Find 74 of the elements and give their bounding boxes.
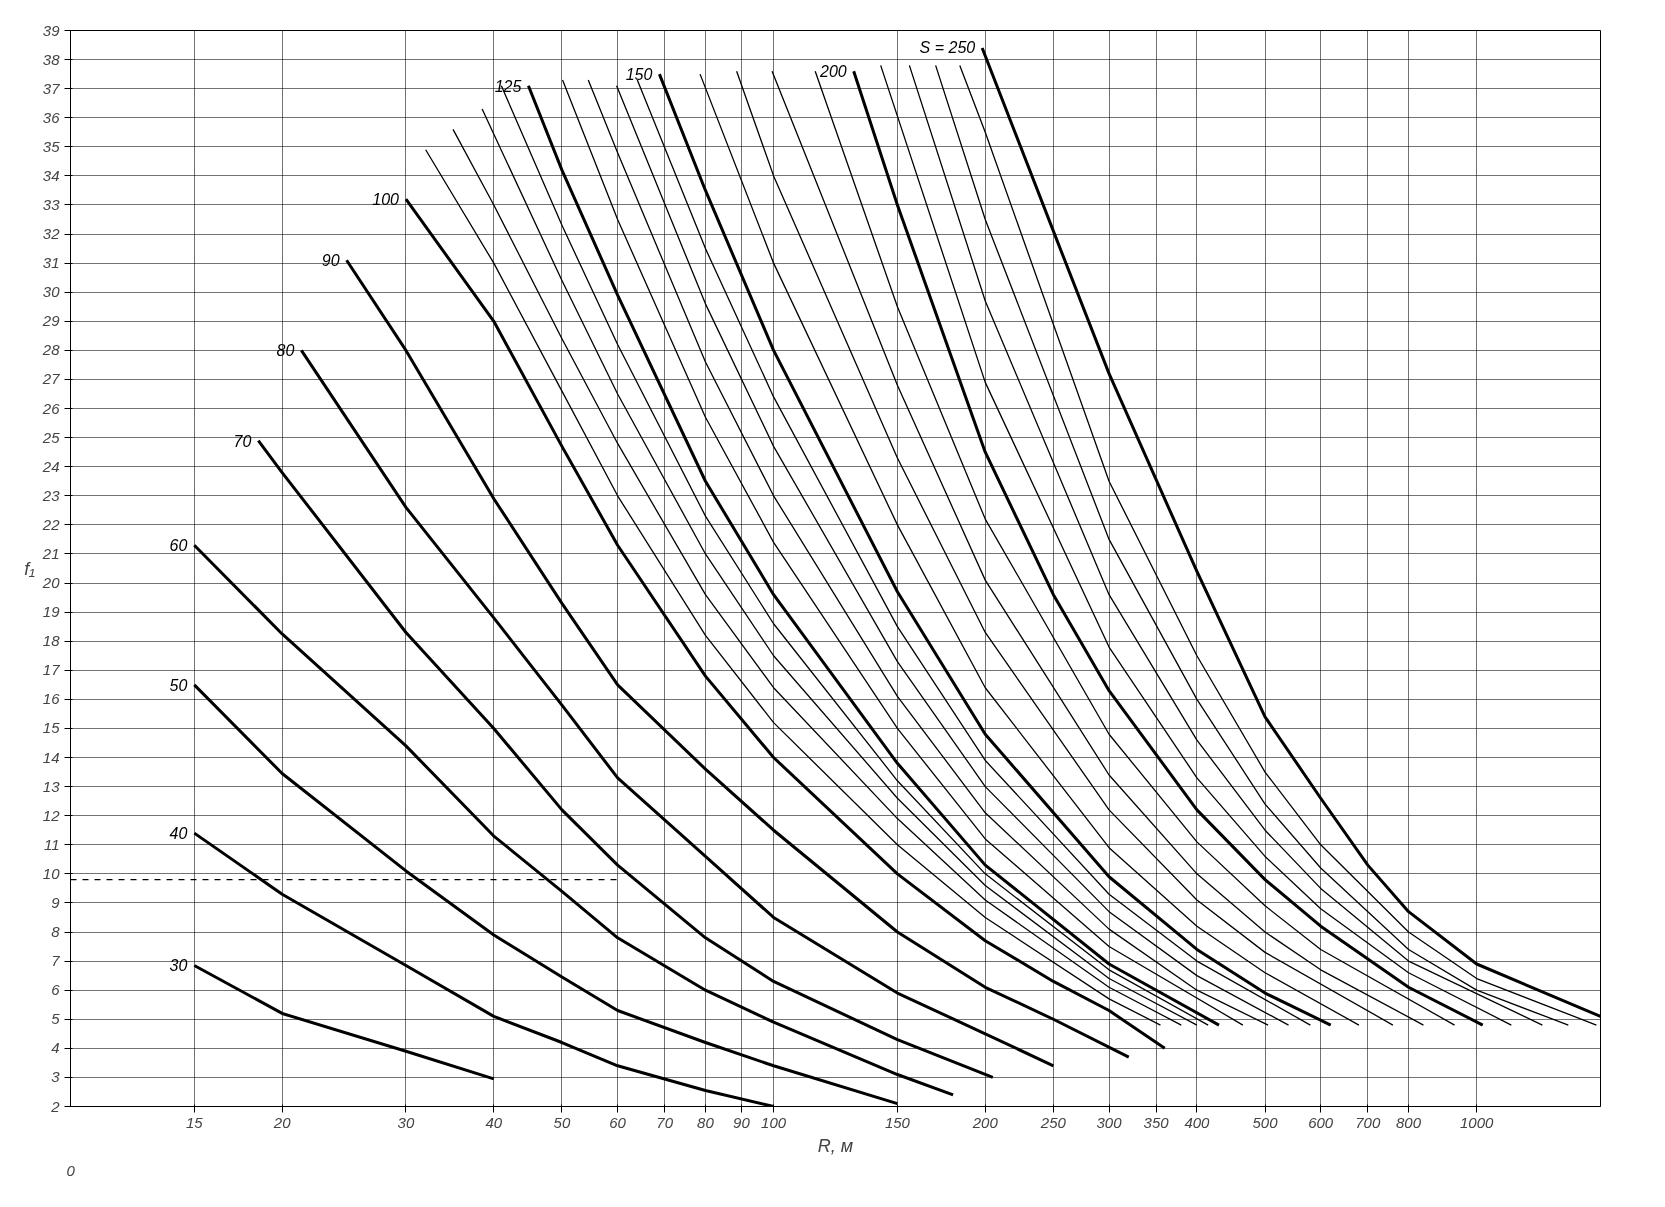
- y-tick-label: 5: [51, 1010, 61, 1028]
- y-tick-label: 2: [50, 1097, 61, 1115]
- y-tick-label: 6: [51, 981, 61, 999]
- y-tick-label: 35: [42, 137, 61, 155]
- x-tick-label: 100: [761, 1113, 787, 1131]
- series-label: 150: [625, 66, 653, 84]
- series-label: 125: [494, 77, 522, 95]
- x-tick-label: 70: [656, 1113, 674, 1131]
- x-tick-label: 90: [733, 1113, 751, 1131]
- series-label: 40: [169, 825, 188, 843]
- x-tick-label: 60: [609, 1113, 627, 1131]
- x-tick-label: 200: [971, 1113, 999, 1131]
- x-tick-label: 500: [1252, 1113, 1279, 1131]
- y-tick-label: 15: [42, 719, 61, 737]
- y-tick-label: 22: [41, 515, 61, 533]
- y-tick-label: 3: [51, 1068, 61, 1086]
- x-tick-label: 30: [397, 1113, 415, 1131]
- y-tick-label: 29: [41, 312, 61, 330]
- series-label: 50: [169, 676, 188, 694]
- y-tick-label: 24: [41, 457, 60, 475]
- y-tick-label: 12: [42, 806, 61, 824]
- y-tick-label: 14: [42, 748, 60, 766]
- series-label: 80: [276, 342, 295, 360]
- y-tick-label: 16: [42, 690, 61, 708]
- y-tick-label: 21: [41, 544, 60, 562]
- y-tick-label: 38: [42, 50, 61, 68]
- text: 0: [66, 1161, 76, 1179]
- y-tick-label: 25: [41, 428, 61, 446]
- x-tick-label: 700: [1355, 1113, 1381, 1131]
- y-axis-title: f₁: [24, 558, 36, 579]
- y-tick-label: 30: [42, 283, 61, 301]
- y-tick-label: 10: [42, 864, 61, 882]
- series-label: 100: [372, 191, 400, 209]
- y-tick-label: 31: [42, 254, 60, 272]
- y-tick-label: 8: [51, 923, 61, 941]
- x-tick-label: 250: [1039, 1113, 1067, 1131]
- y-tick-label: 17: [42, 661, 61, 679]
- y-tick-label: 34: [42, 166, 60, 184]
- x-tick-label: 50: [553, 1113, 571, 1131]
- x-tick-label: 800: [1396, 1113, 1422, 1131]
- series-label: 200: [819, 63, 847, 81]
- y-tick-label: 13: [42, 777, 61, 795]
- series-label: 30: [169, 957, 188, 975]
- y-tick-label: 33: [42, 195, 61, 213]
- y-tick-label: 37: [42, 79, 61, 97]
- y-tick-label: 19: [42, 603, 61, 621]
- x-tick-label: 80: [697, 1113, 715, 1131]
- y-tick-label: 7: [51, 952, 61, 970]
- x-tick-label: 1000: [1460, 1113, 1495, 1131]
- series-label: S = 250: [919, 39, 976, 57]
- y-tick-label: 26: [41, 399, 61, 417]
- x-tick-label: 350: [1143, 1113, 1170, 1131]
- y-tick-label: 18: [42, 632, 61, 650]
- x-tick-label: 150: [884, 1113, 911, 1131]
- y-tick-label: 23: [41, 486, 61, 504]
- x-tick-label: 40: [485, 1113, 503, 1131]
- series-label: 70: [233, 432, 252, 450]
- y-tick-label: 36: [42, 108, 61, 126]
- y-tick-label: 20: [41, 574, 61, 592]
- y-tick-label: 32: [42, 225, 61, 243]
- series-label: 90: [321, 252, 340, 270]
- series-label: 60: [169, 537, 188, 555]
- y-tick-label: 9: [51, 893, 61, 911]
- x-tick-label: 300: [1096, 1113, 1123, 1131]
- y-tick-label: 28: [41, 341, 61, 359]
- x-tick-label: 400: [1184, 1113, 1211, 1131]
- x-tick-label: 15: [185, 1113, 204, 1131]
- y-tick-label: 11: [43, 835, 60, 853]
- x-tick-label: 600: [1308, 1113, 1334, 1131]
- y-tick-label: 4: [51, 1039, 60, 1057]
- x-axis-title: R, м: [817, 1135, 854, 1156]
- y-tick-label: 27: [41, 370, 61, 388]
- y-tick-label: 39: [42, 21, 61, 39]
- x-tick-label: 20: [272, 1113, 292, 1131]
